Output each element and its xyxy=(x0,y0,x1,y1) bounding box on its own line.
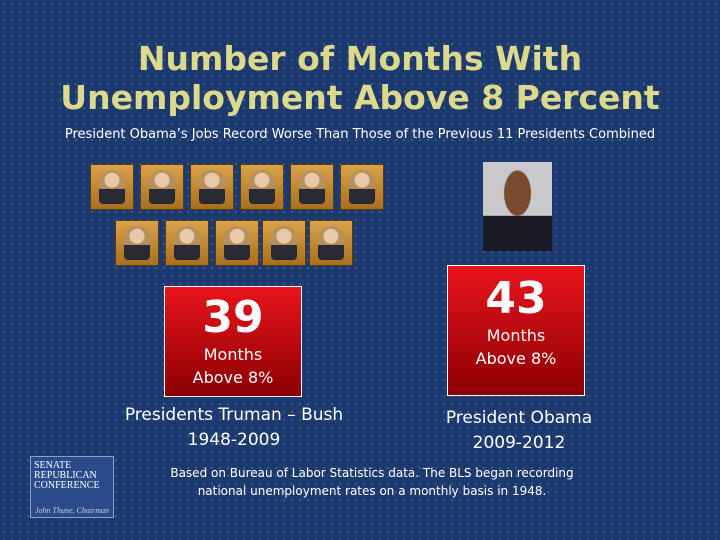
caption: President Obama xyxy=(445,408,593,428)
logo-line: REPUBLICAN xyxy=(34,470,97,481)
stat-value: 43 xyxy=(485,273,547,324)
portrait xyxy=(115,220,159,266)
portrait xyxy=(165,220,209,266)
title-line: Number of Months With xyxy=(137,39,583,78)
stat-box: 43 Months Above 8% xyxy=(447,265,585,396)
stat-value: 39 xyxy=(202,292,264,343)
caption-years: 1948-2009 xyxy=(187,430,281,450)
portrait xyxy=(190,164,234,210)
portrait-photo xyxy=(483,162,552,251)
portrait xyxy=(90,164,134,210)
portrait xyxy=(340,164,384,210)
portrait xyxy=(309,220,353,266)
logo-chairman: John Thune, Chairman xyxy=(35,506,109,515)
logo: SENATE REPUBLICAN CONFERENCE xyxy=(30,456,114,518)
stat-unit: Months xyxy=(203,345,263,364)
caption: Presidents Truman – Bush xyxy=(124,405,344,425)
portrait xyxy=(215,220,259,266)
footnote: Based on Bureau of Labor Statistics data… xyxy=(150,464,594,500)
logo-line: CONFERENCE xyxy=(34,480,100,491)
footnote-line: Based on Bureau of Labor Statistics data… xyxy=(170,466,574,480)
subtitle: President Obama’s Jobs Record Worse Than… xyxy=(64,127,656,142)
title-line: Unemployment Above 8 Percent xyxy=(60,78,660,117)
stat-qualifier: Above 8% xyxy=(475,349,557,368)
portrait xyxy=(262,220,306,266)
portrait xyxy=(140,164,184,210)
stat-qualifier: Above 8% xyxy=(192,368,274,387)
stat-unit: Months xyxy=(486,326,546,345)
caption-years: 2009-2012 xyxy=(472,433,566,453)
portrait xyxy=(290,164,334,210)
logo-line: SENATE xyxy=(34,460,72,471)
footnote-line: national unemployment rates on a monthly… xyxy=(197,484,547,498)
stat-box: 39 Months Above 8% xyxy=(164,286,302,397)
portrait xyxy=(240,164,284,210)
